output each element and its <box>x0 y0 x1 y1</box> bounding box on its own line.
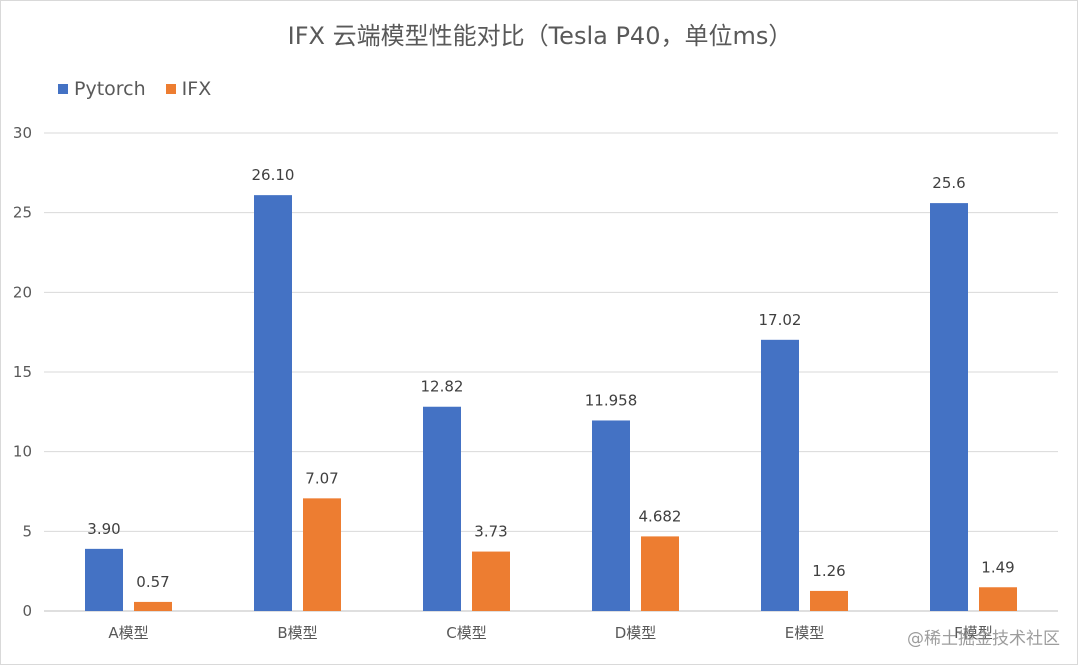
data-label-pytorch: 3.90 <box>87 520 120 538</box>
bar-ifx <box>810 590 848 611</box>
data-label-ifx: 0.57 <box>136 573 169 591</box>
data-label-pytorch: 12.82 <box>421 378 464 396</box>
bar-ifx <box>134 601 172 611</box>
y-tick-label: 20 <box>13 283 32 301</box>
data-label-ifx: 1.26 <box>812 562 845 580</box>
legend-swatch-pytorch <box>58 84 68 94</box>
x-tick-label: B模型 <box>277 624 317 642</box>
bar-pytorch <box>85 548 123 611</box>
data-label-ifx: 7.07 <box>305 469 338 487</box>
x-tick-label: A模型 <box>108 624 148 642</box>
bar-pytorch <box>254 195 292 611</box>
x-tick-label: F模型 <box>954 624 993 642</box>
data-label-pytorch: 17.02 <box>759 311 802 329</box>
legend-item-pytorch: Pytorch <box>58 78 146 100</box>
data-label-ifx: 1.49 <box>981 558 1014 576</box>
x-tick-label: D模型 <box>615 624 657 642</box>
x-tick-label: C模型 <box>446 624 486 642</box>
bar-pytorch <box>761 339 799 611</box>
y-tick-label: 25 <box>13 204 32 222</box>
data-label-pytorch: 25.6 <box>932 174 965 192</box>
y-tick-label: 15 <box>13 363 32 381</box>
legend-label-pytorch: Pytorch <box>74 78 146 100</box>
x-tick-label: E模型 <box>785 624 824 642</box>
y-tick-label: 30 <box>13 124 32 142</box>
bar-ifx <box>641 536 679 611</box>
data-label-pytorch: 26.10 <box>252 166 295 184</box>
bar-pytorch <box>592 420 630 611</box>
data-label-ifx: 4.682 <box>639 507 682 525</box>
watermark: @稀土掘金技术社区 <box>907 629 1060 649</box>
bar-pytorch <box>423 406 461 611</box>
chart-title: IFX 云端模型性能对比（Tesla P40，单位ms） <box>287 22 793 50</box>
y-tick-label: 10 <box>13 443 32 461</box>
y-tick-label: 0 <box>22 602 32 620</box>
legend-label-ifx: IFX <box>181 78 212 100</box>
legend-swatch-ifx <box>165 84 176 94</box>
data-label-ifx: 3.73 <box>474 523 507 541</box>
data-label-pytorch: 11.958 <box>585 391 638 409</box>
bar-pytorch <box>930 203 968 611</box>
bar-ifx <box>472 551 510 611</box>
chart-legend: Pytorch IFX <box>58 78 211 100</box>
y-tick-label: 5 <box>22 522 32 540</box>
bar-ifx <box>303 498 341 611</box>
legend-item-ifx: IFX <box>165 78 212 100</box>
bar-ifx <box>979 587 1017 611</box>
